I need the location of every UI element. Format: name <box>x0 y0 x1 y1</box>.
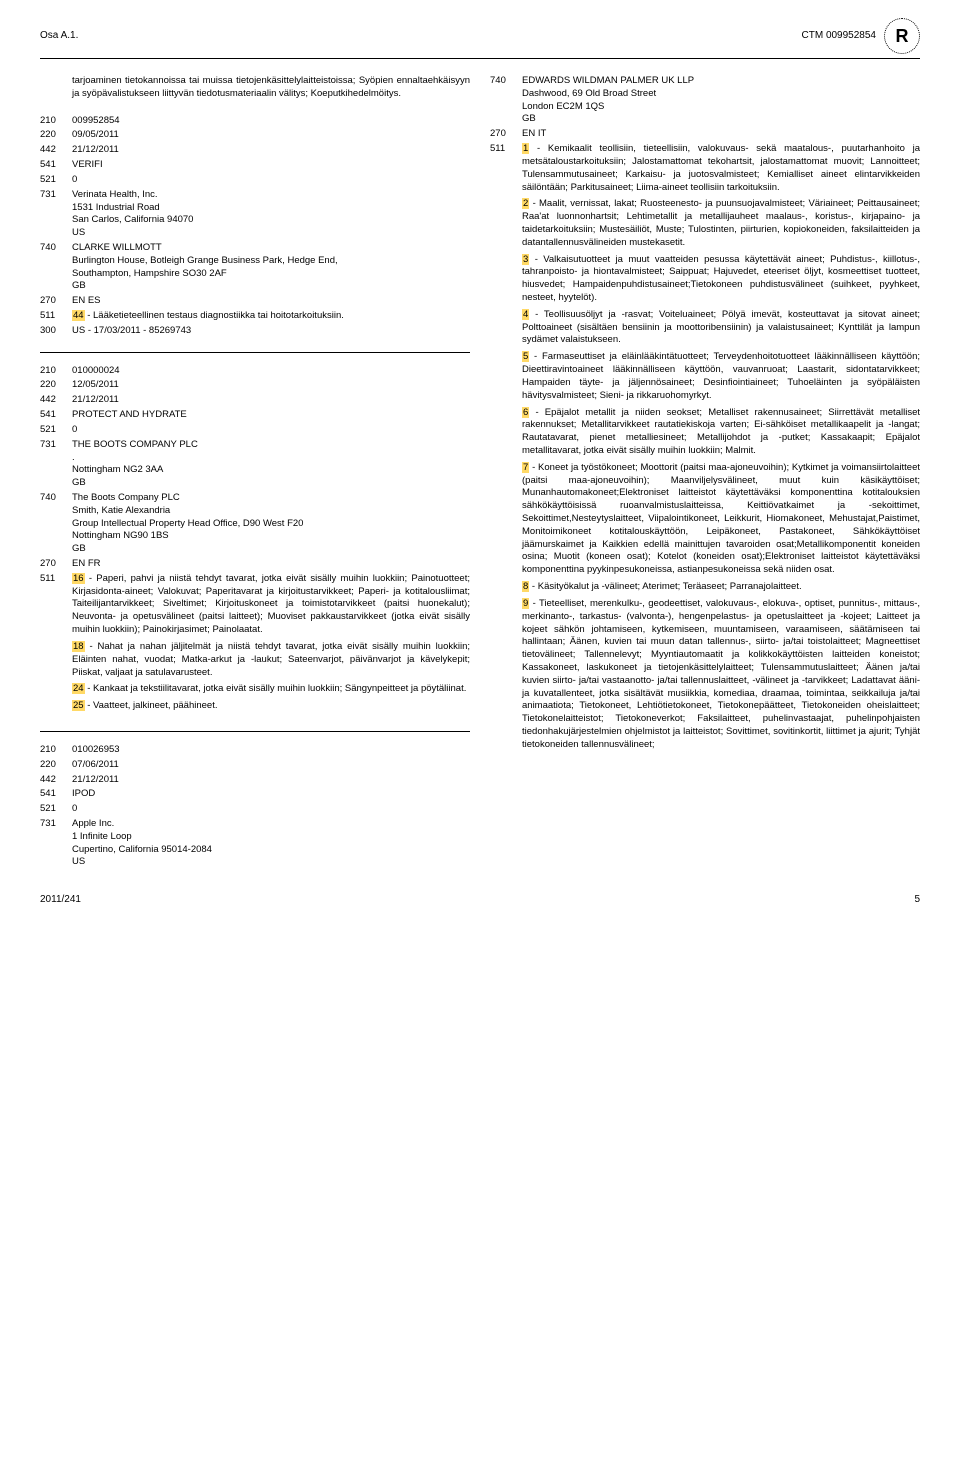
field-220: 22009/05/2011 <box>40 129 470 142</box>
field-442: 44221/12/2011 <box>40 144 470 157</box>
footer-issue: 2011/241 <box>40 893 81 907</box>
field-731: 731Verinata Health, Inc.1531 Industrial … <box>40 189 470 240</box>
field-541: 541IPOD <box>40 788 470 801</box>
field-210: 210010000024 <box>40 365 470 378</box>
field-740: 740CLARKE WILLMOTTBurlington House, Botl… <box>40 242 470 293</box>
field-511: 511 1 - Kemikaalit teollisiin, tieteelli… <box>490 143 920 756</box>
field-521: 5210 <box>40 803 470 816</box>
page-footer: 2011/241 5 <box>40 893 920 907</box>
field-511: 511 16 - Paperi, pahvi ja niistä tehdyt … <box>40 573 470 717</box>
entry-separator <box>40 731 470 732</box>
field-521: 5210 <box>40 424 470 437</box>
field-300: 300US - 17/03/2011 - 85269743 <box>40 325 470 338</box>
field-731: 731THE BOOTS COMPANY PLC.Nottingham NG2 … <box>40 439 470 490</box>
field-740: 740EDWARDS WILDMAN PALMER UK LLPDashwood… <box>490 75 920 126</box>
field-442: 44221/12/2011 <box>40 774 470 787</box>
field-270: 270EN FR <box>40 558 470 571</box>
field-521: 5210 <box>40 174 470 187</box>
page-header: Osa A.1. CTM 009952854 R <box>40 18 920 59</box>
field-210: 210010026953 <box>40 744 470 757</box>
field-541: 541PROTECT AND HYDRATE <box>40 409 470 422</box>
field-442: 44221/12/2011 <box>40 394 470 407</box>
field-270: 270EN ES <box>40 295 470 308</box>
two-column-layout: tarjoaminen tietokannoissa tai muissa ti… <box>40 75 920 871</box>
header-ctm-number: CTM 009952854 <box>802 29 877 43</box>
field-210: 210009952854 <box>40 115 470 128</box>
left-column: tarjoaminen tietokannoissa tai muissa ti… <box>40 75 470 871</box>
right-column: 740EDWARDS WILDMAN PALMER UK LLPDashwood… <box>490 75 920 871</box>
header-doc-number: CTM 009952854 R <box>802 18 921 54</box>
footer-page-number: 5 <box>914 893 920 907</box>
entry-separator <box>40 352 470 353</box>
field-740: 740The Boots Company PLCSmith, Katie Ale… <box>40 492 470 556</box>
field-541: 541VERIFI <box>40 159 470 172</box>
intro-text: tarjoaminen tietokannoissa tai muissa ti… <box>72 75 470 101</box>
registry-logo-icon: R <box>884 18 920 54</box>
field-731: 731Apple Inc.1 Infinite LoopCupertino, C… <box>40 818 470 869</box>
field-270: 270EN IT <box>490 128 920 141</box>
field-511: 51144 - Lääketieteellinen testaus diagno… <box>40 310 470 323</box>
header-section-label: Osa A.1. <box>40 29 78 43</box>
field-220: 22012/05/2011 <box>40 379 470 392</box>
field-220: 22007/06/2011 <box>40 759 470 772</box>
